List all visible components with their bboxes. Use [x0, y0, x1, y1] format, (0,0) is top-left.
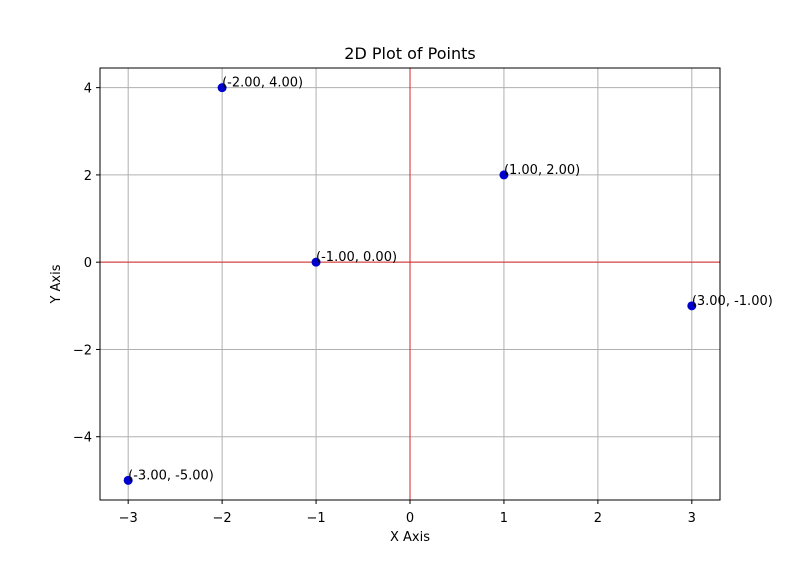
x-tick-label: −1	[306, 511, 325, 526]
chart-title: 2D Plot of Points	[344, 44, 475, 63]
y-tick-label: 4	[84, 82, 92, 97]
y-tick-label: 0	[84, 256, 92, 271]
x-tick-label: 2	[594, 511, 602, 526]
point-label: (3.00, -1.00)	[692, 294, 773, 309]
ticks: −3 −2 −1 0 1 2 3 −4 −2 0 2 4	[73, 82, 696, 526]
reference-lines	[100, 68, 720, 500]
data-point	[499, 170, 509, 180]
data-point	[311, 257, 321, 267]
y-tick-label: −2	[73, 343, 92, 358]
data-point	[123, 475, 133, 485]
data-point	[687, 301, 697, 311]
x-tick-label: 0	[406, 511, 414, 526]
y-tick-label: −4	[73, 431, 92, 446]
y-axis-label: Y Axis	[49, 264, 64, 304]
point-label: (1.00, 2.00)	[504, 163, 580, 178]
x-axis-label: X Axis	[390, 530, 430, 545]
point-label: (-1.00, 0.00)	[316, 250, 397, 265]
data-point	[217, 83, 227, 93]
point-label: (-2.00, 4.00)	[222, 76, 303, 91]
x-tick-label: −3	[119, 511, 138, 526]
x-tick-label: 1	[500, 511, 508, 526]
data-points: (-2.00, 4.00) (1.00, 2.00) (-1.00, 0.00) (3…	[123, 76, 773, 485]
point-label: (-3.00, -5.00)	[128, 468, 214, 483]
y-tick-label: 2	[84, 169, 92, 184]
x-tick-label: 3	[688, 511, 696, 526]
x-tick-label: −2	[213, 511, 232, 526]
